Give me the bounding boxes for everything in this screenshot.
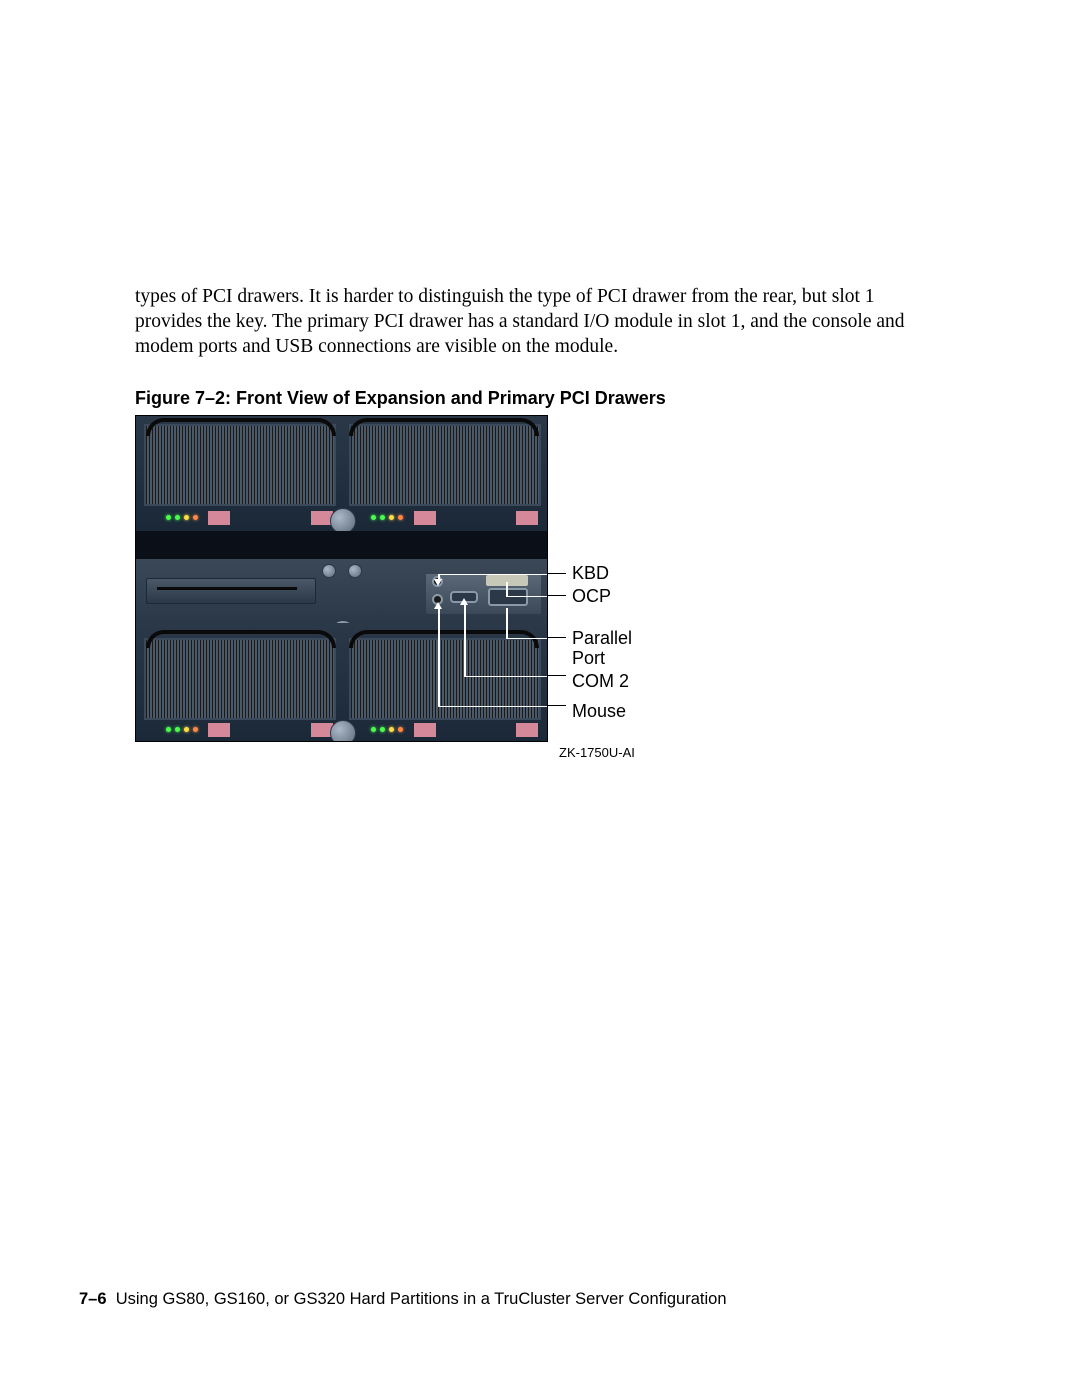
callout-line <box>438 574 548 576</box>
center-knob <box>330 720 356 742</box>
thumbscrew <box>322 564 336 578</box>
callout-line <box>438 706 548 708</box>
label-kbd: KBD <box>572 563 609 584</box>
rack-gap <box>136 531 548 559</box>
callout-line <box>464 604 466 676</box>
hardware-photo <box>135 415 548 742</box>
label-line <box>548 637 566 638</box>
label-port: Port <box>572 648 605 669</box>
callout-line <box>464 676 548 678</box>
arrow-icon <box>460 598 468 605</box>
label-line <box>548 573 566 574</box>
footer-text: Using GS80, GS160, or GS320 Hard Partiti… <box>116 1290 727 1308</box>
body-paragraph: types of PCI drawers. It is harder to di… <box>135 285 945 360</box>
figure-container: KBD OCP Parallel Port COM 2 Mouse ZK-175… <box>135 415 815 765</box>
callout-line <box>506 608 508 638</box>
callout-line <box>506 638 548 640</box>
release-tab <box>208 511 230 525</box>
led-strip <box>166 724 198 736</box>
arrow-icon <box>434 602 442 609</box>
drawer-handle <box>349 418 539 436</box>
release-tab <box>414 511 436 525</box>
callout-line <box>438 608 440 706</box>
vent-grille <box>144 424 336 506</box>
callout-line <box>506 596 548 598</box>
led-strip <box>166 512 198 524</box>
cd-drive <box>146 578 316 604</box>
figure-caption: Figure 7–2: Front View of Expansion and … <box>135 388 945 409</box>
arrow-icon <box>434 579 442 586</box>
label-line <box>548 705 566 706</box>
label-parallel: Parallel <box>572 628 632 649</box>
figure-id: ZK-1750U-AI <box>559 745 635 760</box>
label-mouse: Mouse <box>572 701 626 722</box>
vent-grille <box>349 638 541 720</box>
label-ocp: OCP <box>572 586 611 607</box>
page-number: 7–6 <box>79 1290 107 1308</box>
led-strip <box>371 512 403 524</box>
label-com2: COM 2 <box>572 671 629 692</box>
release-tab <box>516 723 538 737</box>
drawer-handle <box>146 630 336 648</box>
label-line <box>548 595 566 596</box>
vent-grille <box>144 638 336 720</box>
vent-grille <box>349 424 541 506</box>
release-tab <box>414 723 436 737</box>
label-line <box>548 675 566 676</box>
release-tab <box>208 723 230 737</box>
callout-line <box>506 582 508 596</box>
page-footer: 7–6 Using GS80, GS160, or GS320 Hard Par… <box>79 1290 727 1309</box>
led-strip <box>371 724 403 736</box>
release-tab <box>516 511 538 525</box>
drawer-handle <box>146 418 336 436</box>
thumbscrew <box>348 564 362 578</box>
